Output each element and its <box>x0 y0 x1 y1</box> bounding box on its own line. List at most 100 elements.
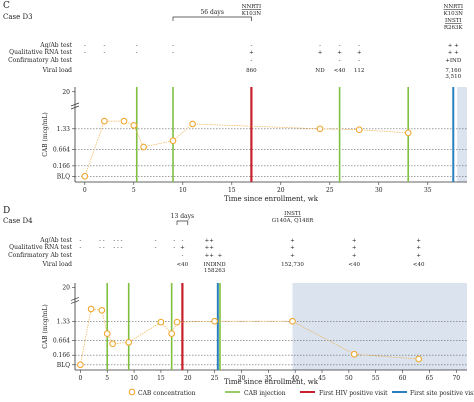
y-tick-label: 0.664 <box>53 337 70 344</box>
test-result: ++ <box>205 245 215 251</box>
test-result: - <box>339 43 341 49</box>
row-label: Qualitative RNA test <box>9 244 72 251</box>
test-result: 112 <box>354 68 365 74</box>
axis-break <box>70 297 80 304</box>
axis-break <box>70 102 80 110</box>
resistance-annotation: K103N <box>242 11 262 17</box>
x-tick-label: 30 <box>375 187 383 194</box>
cab-series-line <box>84 120 409 177</box>
legend-injection-label: CAB injection <box>244 390 286 397</box>
resistance-annotation: G140A, Q148R <box>272 218 314 224</box>
test-result: ++ <box>205 238 215 244</box>
test-result: - - - <box>113 245 122 251</box>
test-result: ++ <box>205 253 215 259</box>
x-tick-label: 35 <box>424 187 432 194</box>
test-result: - <box>103 50 105 56</box>
cab-data-point <box>125 338 133 346</box>
test-result: - <box>103 43 105 49</box>
test-result: + <box>416 238 421 244</box>
test-result: - <box>181 253 183 259</box>
row-label: Confirmatory Ab test <box>8 252 73 259</box>
x-tick-label: 25 <box>326 187 334 194</box>
test-result: + <box>318 50 323 56</box>
panel-title: Case D3 <box>3 13 33 21</box>
row-label: Viral load <box>42 67 73 74</box>
test-result: + <box>218 253 223 259</box>
test-result: 860 <box>246 68 257 74</box>
x-tick-label: 70 <box>452 375 460 382</box>
y-tick-label: 0.166 <box>53 352 70 359</box>
cab-data-point <box>120 117 128 125</box>
bracket-label: 56 days <box>200 9 223 16</box>
test-result: - <box>172 50 174 56</box>
y-axis-label: CAB (mcg/mL) <box>42 112 49 157</box>
cab-data-point <box>140 143 147 151</box>
test-result: + <box>352 238 357 244</box>
bracket <box>176 220 189 225</box>
test-result: + + <box>448 43 459 49</box>
y-tick-label: 20 <box>62 89 70 96</box>
test-result: + <box>180 245 185 251</box>
x-tick-label: 55 <box>372 375 380 382</box>
y-axis-label: CAB (mcg/mL) <box>42 304 49 349</box>
cab-data-point <box>109 340 116 348</box>
test-result: - <box>155 245 157 251</box>
y-tick-label: 0.664 <box>53 147 70 154</box>
test-result: <40 <box>334 68 346 74</box>
legend: CAB concentration CAB injection First HIV … <box>128 388 474 397</box>
test-result: - <box>250 58 252 64</box>
bracket-label: 13 days <box>171 213 194 220</box>
test-result: - <box>79 245 81 251</box>
cab-data-point <box>101 117 108 125</box>
test-result: <40 <box>413 262 425 268</box>
cab-data-point <box>157 318 165 326</box>
x-tick-label: 15 <box>228 187 236 194</box>
test-result: - <box>181 238 183 244</box>
cab-data-point <box>211 317 218 325</box>
legend-cab-marker <box>128 388 136 396</box>
x-tick-label: 0 <box>78 375 82 382</box>
resistance-annotation: NNRTI <box>242 4 262 10</box>
test-result: - <box>173 238 175 244</box>
test-result: + <box>337 50 342 56</box>
cab-data-point <box>173 318 181 326</box>
x-tick-label: 20 <box>277 187 285 194</box>
resistance-annotation: NNRTI <box>444 4 464 10</box>
cab-data-point <box>103 330 111 337</box>
test-result: - <box>155 238 157 244</box>
x-tick-label: 60 <box>399 375 407 382</box>
test-result: IND <box>204 262 216 268</box>
y-tick-label: 20 <box>62 284 70 291</box>
resistance-annotation: K103N <box>444 11 464 17</box>
x-tick-label: 10 <box>179 187 187 194</box>
test-result: - <box>358 43 360 49</box>
x-tick-label: 45 <box>318 375 326 382</box>
row-label: Viral load <box>42 261 73 268</box>
x-tick-label: 5 <box>105 375 109 382</box>
y-tick-label: BLQ <box>57 173 70 180</box>
x-axis-label: Time since enrollment, wk <box>224 195 319 203</box>
test-result: + <box>290 238 295 244</box>
test-result: - <box>173 245 175 251</box>
x-tick-label: 25 <box>211 375 219 382</box>
test-result: + <box>352 245 357 251</box>
test-result: 7,160 <box>445 68 461 74</box>
y-tick-label: BLQ <box>57 362 70 369</box>
shaded-region <box>292 283 467 370</box>
shaded-region <box>457 87 467 182</box>
x-tick-label: 5 <box>132 187 136 194</box>
test-result: 263 <box>215 268 226 274</box>
cab-data-point <box>316 125 324 133</box>
test-result: + <box>352 253 357 259</box>
test-result: - <box>84 43 86 49</box>
test-result: - <box>172 43 174 49</box>
test-result: + + <box>448 50 459 56</box>
row-label: Confirmatory Ab test <box>8 57 73 64</box>
x-tick-label: 40 <box>291 375 299 382</box>
x-tick-label: 0 <box>83 187 87 194</box>
test-result: - <box>136 50 138 56</box>
cab-data-point <box>87 305 95 313</box>
test-result: + <box>416 253 421 259</box>
